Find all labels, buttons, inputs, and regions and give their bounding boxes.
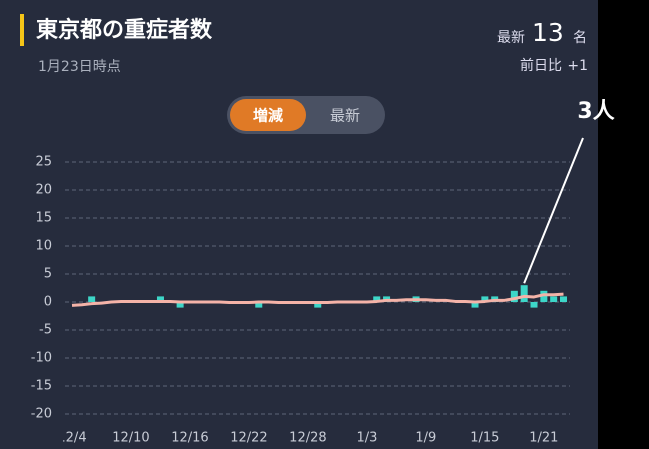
accent-bar: [20, 14, 24, 46]
bar: [314, 302, 322, 308]
trend-line: [71, 292, 564, 307]
bar: [530, 302, 538, 308]
x-axis: 12/4 12/10 12/16 12/22 12/28 1/3 1/9 1/15 1/21: [57, 431, 558, 446]
bar: [481, 296, 489, 302]
y-tick-label: -20: [31, 407, 52, 422]
bar: [373, 296, 381, 302]
date: 1月23日時点: [38, 59, 121, 75]
bar: [176, 302, 184, 308]
bar: [510, 290, 518, 302]
annotation-line: [523, 137, 584, 284]
x-tick-label: 12/10: [112, 431, 149, 446]
card: [0, 0, 598, 449]
diff-label: 前日比: [520, 57, 562, 74]
y-tick-label: -10: [31, 351, 52, 366]
y-tick-label: 10: [35, 239, 52, 254]
bar: [560, 296, 567, 302]
x-tick-label: 12/28: [289, 431, 326, 446]
bar: [156, 296, 164, 302]
y-tick-label: 20: [35, 183, 52, 198]
toggle-active[interactable]: [230, 99, 306, 131]
y-tick-label: -5: [39, 323, 52, 338]
latest-label: 最新: [497, 30, 525, 46]
y-tick-label: -15: [31, 379, 52, 394]
bar: [255, 302, 263, 308]
y-tick-label: 15: [35, 211, 52, 226]
toggle-option[interactable]: 最新: [330, 107, 360, 125]
x-tick-label: 1/9: [415, 431, 436, 446]
bar: [471, 302, 479, 308]
bar: [550, 296, 558, 302]
title: 東京都の重症者数: [36, 17, 213, 43]
bar: [520, 285, 528, 302]
x-tick-label: 1/15: [470, 431, 499, 446]
annotation: 3人: [577, 99, 614, 124]
bar: [88, 296, 96, 302]
y-tick-label: 25: [35, 155, 52, 170]
x-tick-label: 12/4: [57, 431, 86, 446]
x-tick-label: 1/21: [529, 431, 558, 446]
diff-value: +1: [567, 58, 588, 74]
x-tick-label: 12/22: [230, 431, 267, 446]
x-tick-label: 12/16: [171, 431, 208, 446]
y-tick-label: 5: [44, 267, 52, 282]
toggle-option[interactable]: 増減: [253, 107, 283, 125]
unit: 名: [573, 30, 587, 46]
bar: [540, 290, 548, 302]
latest-value: 13: [532, 18, 564, 47]
y-tick-label: 0: [44, 295, 52, 310]
x-tick-label: 1/3: [356, 431, 377, 446]
